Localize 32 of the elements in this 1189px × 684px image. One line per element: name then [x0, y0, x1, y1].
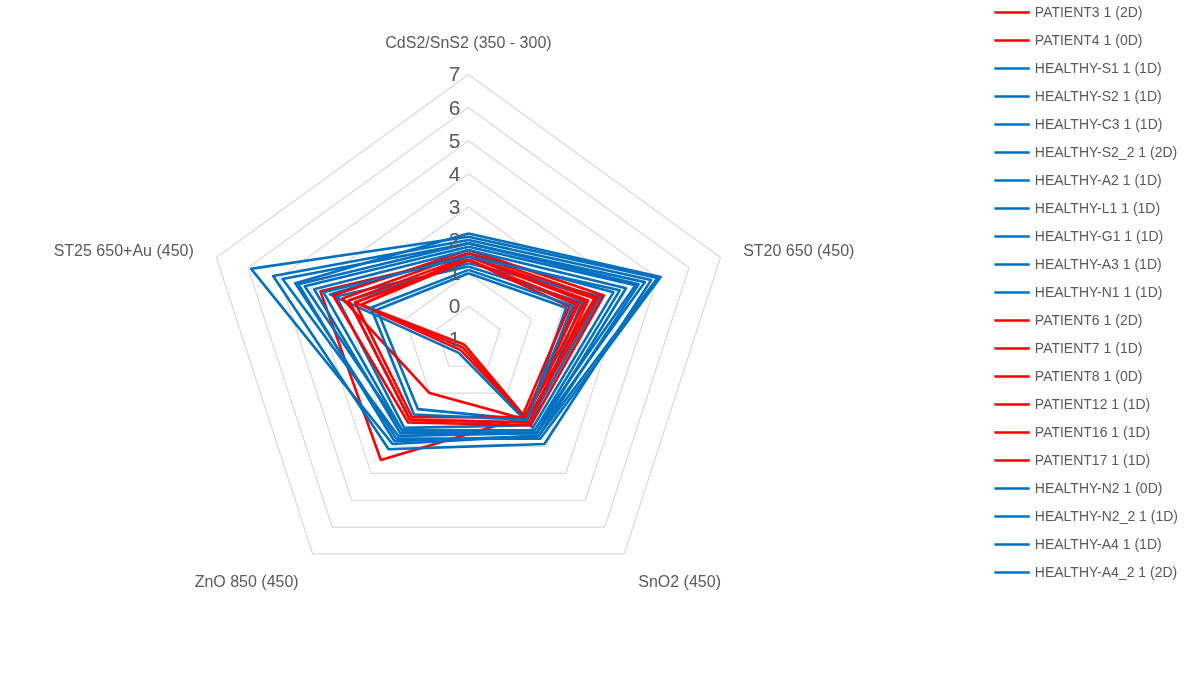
spoke-label: CdS2/SnS2 (350 - 300): [385, 33, 552, 51]
legend-label: HEALTHY-A4 1 (1D): [1034, 535, 1162, 554]
legend-label: HEALTHY-N1 1 (1D): [1034, 283, 1163, 302]
legend-label: HEALTHY-S2 1 (1D): [1034, 87, 1162, 106]
spoke-label: ST20 650 (450): [743, 241, 855, 259]
legend-label: HEALTHY-N2_2 1 (1D): [1034, 507, 1178, 526]
y-tick-label: 5: [448, 128, 461, 152]
legend-label: PATIENT12 1 (1D): [1034, 395, 1151, 414]
y-tick-label: 4: [448, 161, 461, 185]
legend-label: HEALTHY-S1 1 (1D): [1034, 59, 1162, 78]
spoke-label: ST25 650+Au (450): [53, 241, 194, 259]
legend-label: PATIENT6 1 (2D): [1034, 311, 1143, 330]
legend-label: HEALTHY-A2 1 (1D): [1034, 171, 1162, 190]
y-tick-label: 6: [448, 95, 461, 119]
legend-label: HEALTHY-A4_2 1 (2D): [1034, 563, 1178, 582]
legend-label: HEALTHY-A3 1 (1D): [1034, 255, 1162, 274]
y-tick-label: 7: [448, 62, 461, 86]
y-tick-label: 0: [448, 294, 461, 318]
legend-label: PATIENT3 1 (2D): [1034, 3, 1143, 22]
legend-label: HEALTHY-L1 1 (1D): [1034, 199, 1161, 218]
spoke-label: SnO2 (450): [638, 573, 721, 591]
legend-label: HEALTHY-G1 1 (1D): [1034, 227, 1164, 246]
legend-label: PATIENT17 1 (1D): [1034, 451, 1151, 470]
legend-label: PATIENT7 1 (1D): [1034, 339, 1143, 358]
y-tick-label: 3: [448, 194, 461, 218]
legend-label: HEALTHY-C3 1 (1D): [1034, 115, 1163, 134]
legend-label: PATIENT8 1 (0D): [1034, 367, 1143, 386]
spoke-label: ZnO 850 (450): [194, 573, 299, 591]
legend-label: PATIENT16 1 (1D): [1034, 423, 1151, 442]
legend-label: HEALTHY-S2_2 1 (2D): [1034, 143, 1178, 162]
legend-label: PATIENT4 1 (0D): [1034, 31, 1143, 50]
legend-label: HEALTHY-N2 1 (0D): [1034, 479, 1163, 498]
